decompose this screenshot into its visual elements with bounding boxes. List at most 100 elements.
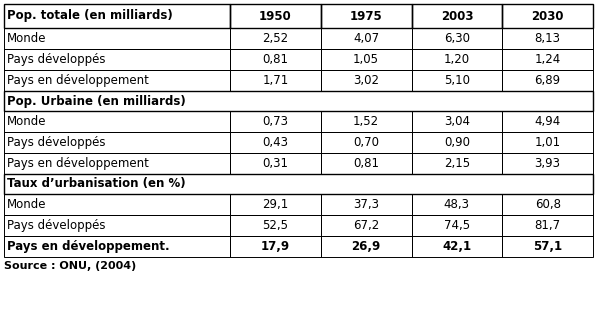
Text: 2,52: 2,52 — [262, 32, 288, 45]
Bar — [4, 215, 230, 236]
Text: 48,3: 48,3 — [444, 198, 470, 211]
Text: 1975: 1975 — [350, 10, 383, 23]
Text: Monde: Monde — [7, 32, 47, 45]
Bar — [502, 132, 593, 153]
Text: 17,9: 17,9 — [261, 240, 290, 253]
Bar — [502, 28, 593, 49]
Bar — [502, 153, 593, 174]
Bar — [230, 4, 321, 28]
Bar — [411, 111, 502, 132]
Bar — [411, 49, 502, 70]
Bar — [230, 28, 321, 49]
Bar — [230, 49, 321, 70]
Bar — [411, 194, 502, 215]
Text: 3,93: 3,93 — [535, 157, 561, 170]
Bar — [502, 215, 593, 236]
Bar — [411, 215, 502, 236]
Bar — [502, 70, 593, 91]
Bar — [321, 236, 411, 257]
Text: 1,71: 1,71 — [262, 74, 288, 87]
Bar — [321, 215, 411, 236]
Text: 4,94: 4,94 — [534, 115, 561, 128]
Text: Pays développés: Pays développés — [7, 136, 106, 149]
Bar — [502, 111, 593, 132]
Bar — [502, 194, 593, 215]
Text: Taux d’urbanisation (en %): Taux d’urbanisation (en %) — [7, 177, 186, 190]
Bar — [230, 215, 321, 236]
Text: 5,10: 5,10 — [444, 74, 470, 87]
Text: 1,52: 1,52 — [353, 115, 379, 128]
Bar — [4, 236, 230, 257]
Text: 0,81: 0,81 — [353, 157, 379, 170]
Text: 60,8: 60,8 — [535, 198, 561, 211]
Bar — [4, 28, 230, 49]
Text: Monde: Monde — [7, 115, 47, 128]
Text: Pays en développement: Pays en développement — [7, 74, 149, 87]
Text: 2,15: 2,15 — [444, 157, 470, 170]
Text: 0,73: 0,73 — [262, 115, 288, 128]
Bar — [321, 28, 411, 49]
Bar — [411, 153, 502, 174]
Text: Pays développés: Pays développés — [7, 53, 106, 66]
Text: 3,04: 3,04 — [444, 115, 470, 128]
Bar — [411, 70, 502, 91]
Bar — [4, 111, 230, 132]
Bar — [4, 70, 230, 91]
Text: 2003: 2003 — [441, 10, 473, 23]
Text: Pop. Urbaine (en milliards): Pop. Urbaine (en milliards) — [7, 94, 186, 108]
Text: 0,81: 0,81 — [262, 53, 288, 66]
Bar — [4, 194, 230, 215]
Bar — [230, 70, 321, 91]
Bar — [502, 4, 593, 28]
Text: Pays en développement.: Pays en développement. — [7, 240, 170, 253]
Bar — [502, 49, 593, 70]
Text: 67,2: 67,2 — [353, 219, 379, 232]
Bar — [321, 194, 411, 215]
Text: 29,1: 29,1 — [262, 198, 288, 211]
Text: 1,01: 1,01 — [534, 136, 561, 149]
Bar — [4, 153, 230, 174]
Bar — [230, 236, 321, 257]
Bar — [321, 4, 411, 28]
Bar — [4, 4, 230, 28]
Text: 37,3: 37,3 — [353, 198, 379, 211]
Bar — [230, 153, 321, 174]
Bar — [4, 91, 593, 111]
Text: 1,24: 1,24 — [534, 53, 561, 66]
Text: 81,7: 81,7 — [534, 219, 561, 232]
Bar — [4, 174, 593, 194]
Text: 57,1: 57,1 — [533, 240, 562, 253]
Text: Pays en développement: Pays en développement — [7, 157, 149, 170]
Text: 4,07: 4,07 — [353, 32, 379, 45]
Bar — [321, 132, 411, 153]
Text: 1,20: 1,20 — [444, 53, 470, 66]
Bar — [4, 132, 230, 153]
Bar — [411, 28, 502, 49]
Text: 52,5: 52,5 — [262, 219, 288, 232]
Text: Monde: Monde — [7, 198, 47, 211]
Text: 0,31: 0,31 — [262, 157, 288, 170]
Text: 6,89: 6,89 — [534, 74, 561, 87]
Bar — [411, 132, 502, 153]
Bar — [321, 49, 411, 70]
Text: 1,05: 1,05 — [353, 53, 379, 66]
Bar — [411, 236, 502, 257]
Text: 8,13: 8,13 — [535, 32, 561, 45]
Text: 0,43: 0,43 — [262, 136, 288, 149]
Text: 0,70: 0,70 — [353, 136, 379, 149]
Bar — [230, 194, 321, 215]
Bar — [321, 111, 411, 132]
Text: 2030: 2030 — [531, 10, 564, 23]
Bar — [502, 236, 593, 257]
Text: 0,90: 0,90 — [444, 136, 470, 149]
Text: 42,1: 42,1 — [442, 240, 472, 253]
Text: 1950: 1950 — [259, 10, 292, 23]
Text: 3,02: 3,02 — [353, 74, 379, 87]
Bar — [321, 70, 411, 91]
Text: Pays développés: Pays développés — [7, 219, 106, 232]
Bar — [321, 153, 411, 174]
Bar — [411, 4, 502, 28]
Text: 6,30: 6,30 — [444, 32, 470, 45]
Text: Source : ONU, (2004): Source : ONU, (2004) — [4, 261, 136, 271]
Text: 74,5: 74,5 — [444, 219, 470, 232]
